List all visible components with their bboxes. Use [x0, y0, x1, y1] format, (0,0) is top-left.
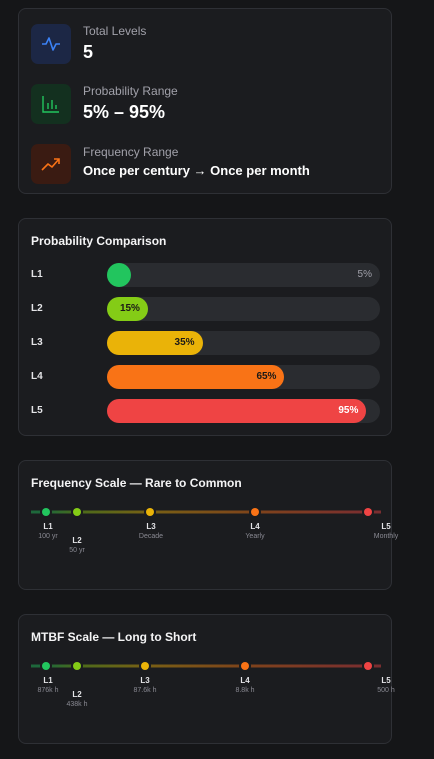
level-label: L2	[72, 536, 82, 545]
scale-track	[31, 510, 381, 514]
scale-label: 8.8k h	[235, 687, 255, 694]
bar	[107, 365, 285, 389]
mtbf-card: MTBF Scale — Long to Short L1 876k h L2 438…	[18, 614, 395, 744]
icon	[31, 84, 71, 124]
level-label: L1	[43, 522, 53, 531]
icon	[31, 144, 71, 184]
level-label: L2	[72, 690, 82, 699]
scale-label: Yearly	[245, 533, 265, 540]
scale-dot	[42, 662, 50, 670]
summary-label: Probability Range	[83, 84, 178, 98]
level-label: L4	[250, 522, 260, 531]
scale-dot	[73, 508, 81, 516]
scale-dot	[73, 662, 81, 670]
bar-track: 95%	[107, 399, 380, 423]
card-title: MTBF Scale — Long to Short	[31, 630, 197, 644]
summary-card: Total Levels 5 Probability Range 5% – 95…	[18, 8, 392, 194]
level-label: L3	[146, 522, 156, 531]
bar-track: 5%	[107, 263, 380, 287]
level-label: L5	[31, 405, 43, 416]
level-label: L3	[31, 337, 43, 348]
bar-value-label: 65%	[256, 371, 277, 382]
scale-label: Monthly	[373, 533, 399, 540]
bar-value-label: 5%	[357, 269, 372, 280]
summary-label: Frequency Range	[83, 145, 179, 159]
scale-label: 50 yr	[69, 547, 85, 554]
scale-line	[31, 664, 381, 668]
scale-label: 876k h	[37, 687, 59, 694]
bar-track: 35%	[107, 331, 380, 355]
scale-dot	[146, 508, 154, 516]
scale-dot	[251, 508, 259, 516]
level-label: L4	[31, 371, 43, 382]
level-label: L1	[43, 676, 53, 685]
card-title: Frequency Scale — Rare to Common	[31, 476, 242, 490]
scale-label: 100 yr	[38, 533, 58, 540]
bar-track: 65%	[107, 365, 380, 389]
level-label: L5	[381, 676, 391, 685]
bar-value-label: 15%	[119, 303, 140, 314]
scale-dot	[42, 508, 50, 516]
probability-card: Probability Comparison L1 5% L2 15% L3 35% L4 6…	[18, 218, 392, 436]
bar-value-label: 95%	[338, 405, 359, 416]
bar-value-label: 35%	[174, 337, 195, 348]
scale-label: 438k h	[66, 701, 88, 708]
scale-dot	[141, 662, 149, 670]
level-label: L5	[381, 522, 391, 531]
bar-track: 15%	[107, 297, 380, 321]
summary-value: 5	[83, 42, 94, 62]
summary-value: 5% – 95%	[83, 102, 166, 122]
level-label: L1	[31, 269, 43, 280]
scale-track	[31, 664, 381, 668]
level-label: L3	[140, 676, 150, 685]
scale-dot	[364, 662, 372, 670]
frequency-card: Frequency Scale — Rare to Common L1 100 y…	[18, 460, 398, 590]
summary-label: Total Levels	[83, 24, 147, 38]
scale-dot	[364, 508, 372, 516]
summary-value: Once per century → Once per month	[83, 163, 310, 178]
scale-label: 87.6k h	[133, 687, 157, 694]
icon	[31, 24, 71, 64]
bar	[107, 399, 367, 423]
bar	[107, 331, 203, 355]
scale-label: Decade	[138, 533, 164, 540]
bar	[107, 263, 131, 287]
level-label: L4	[240, 676, 250, 685]
card-title: Probability Comparison	[31, 234, 167, 248]
level-label: L2	[31, 303, 43, 314]
bar	[107, 297, 148, 321]
scale-label: 500 h	[377, 687, 395, 694]
scale-dot	[241, 662, 249, 670]
scale-line	[31, 510, 381, 514]
